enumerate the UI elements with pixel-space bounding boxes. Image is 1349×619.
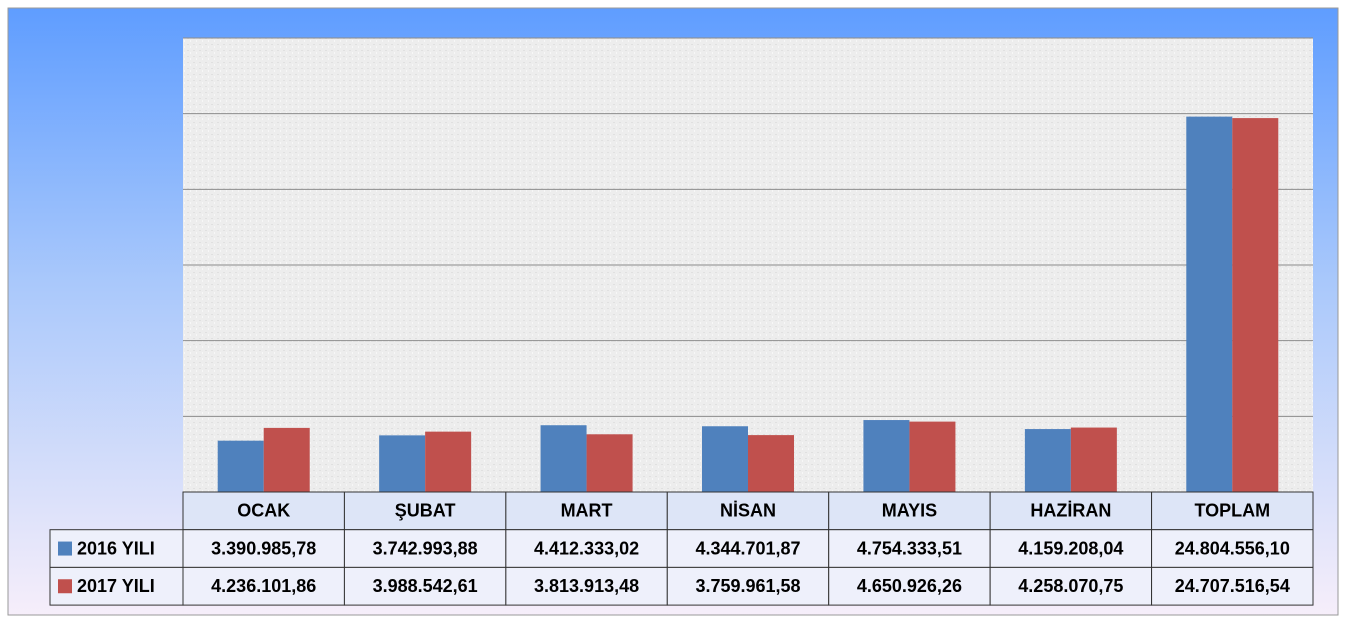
table-cell <box>49 529 184 568</box>
category-label: ŞUBAT <box>395 501 456 521</box>
table-cell <box>1151 566 1314 606</box>
table-cell <box>343 566 507 606</box>
legend-label: 2016 YILI <box>77 538 155 558</box>
table-cell <box>666 491 830 531</box>
table-cell <box>666 566 830 606</box>
table-cell <box>1151 529 1314 568</box>
category-label: MAYIS <box>882 501 937 521</box>
value-label: 4.159.208,04 <box>1018 538 1123 558</box>
category-label: HAZİRAN <box>1030 501 1111 521</box>
value-label: 4.412.333,02 <box>534 538 639 558</box>
category-label: OCAK <box>237 501 290 521</box>
table-cell <box>505 529 668 568</box>
bar <box>586 434 633 492</box>
legend-label: 2017 YILI <box>77 576 155 596</box>
value-label: 3.759.961,58 <box>695 576 800 596</box>
table-cell <box>989 566 1153 606</box>
value-label: 4.754.333,51 <box>857 538 962 558</box>
table-cell <box>1151 491 1314 531</box>
value-label: 24.804.556,10 <box>1175 538 1290 558</box>
bar <box>863 420 910 492</box>
bar <box>909 421 956 492</box>
bar <box>263 427 310 492</box>
bar <box>1070 427 1117 492</box>
bar <box>748 435 794 492</box>
table-cell <box>182 529 345 568</box>
bar <box>425 431 472 492</box>
table-cell <box>828 529 991 568</box>
table-cell <box>666 529 830 568</box>
table-cell <box>505 566 668 606</box>
table-cell <box>343 529 507 568</box>
category-label: MART <box>561 501 613 521</box>
category-label: NİSAN <box>720 501 776 521</box>
value-label: 3.813.913,48 <box>534 576 639 596</box>
bar <box>702 426 748 492</box>
table-cell <box>49 566 184 606</box>
value-label: 24.707.516,54 <box>1175 576 1290 596</box>
table-cell <box>505 491 668 531</box>
value-label: 3.988.542,61 <box>373 576 478 596</box>
bar <box>217 440 264 492</box>
category-label: TOPLAM <box>1194 501 1270 521</box>
bar <box>1024 429 1071 492</box>
table-cell <box>989 529 1153 568</box>
bar <box>379 435 426 492</box>
table-cell <box>182 566 345 606</box>
value-label: 3.390.985,78 <box>211 538 316 558</box>
bar <box>540 425 587 492</box>
table-cell <box>828 491 991 531</box>
value-label: 4.650.926,26 <box>857 576 962 596</box>
table-cell <box>989 491 1153 531</box>
legend-key <box>58 579 72 594</box>
value-label: 4.236.101,86 <box>211 576 316 596</box>
table-cell <box>182 491 345 531</box>
value-label: 4.344.701,87 <box>695 538 800 558</box>
bar <box>1232 118 1279 492</box>
value-label: 3.742.993,88 <box>373 538 478 558</box>
legend-key <box>58 541 72 556</box>
bar <box>1186 116 1233 492</box>
value-label: 4.258.070,75 <box>1018 576 1123 596</box>
